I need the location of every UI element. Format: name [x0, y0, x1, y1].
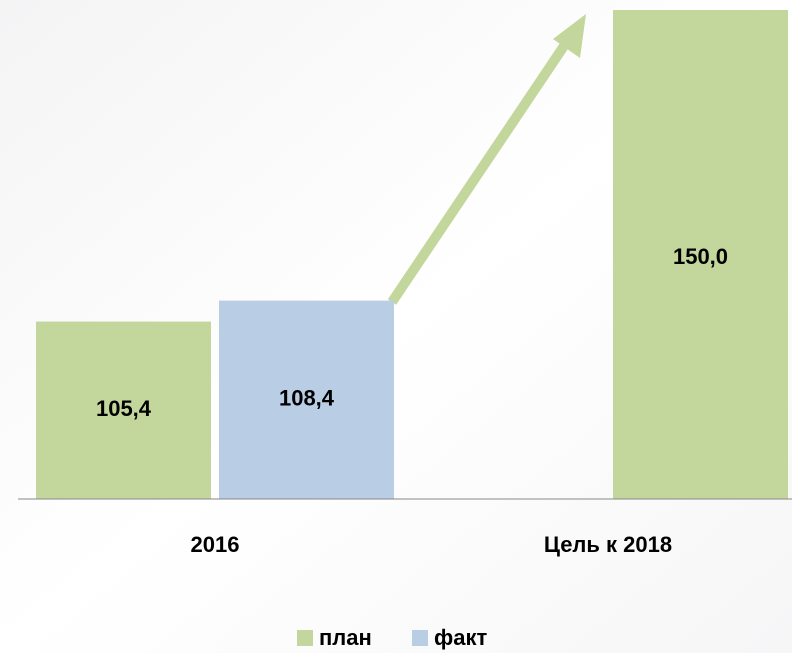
value-label: 108,4	[279, 386, 335, 411]
bar	[613, 10, 788, 499]
x-tick-label: 2016	[191, 532, 240, 557]
x-tick-label: Цель к 2018	[544, 532, 672, 557]
legend-label: план	[319, 625, 372, 650]
value-label: 105,4	[96, 396, 152, 421]
legend-swatch	[297, 630, 313, 646]
value-label: 150,0	[673, 244, 728, 269]
bar	[219, 300, 394, 499]
legend-swatch	[412, 630, 428, 646]
legend-label: факт	[434, 625, 487, 650]
bar	[36, 321, 211, 499]
trend-arrow	[387, 14, 586, 305]
